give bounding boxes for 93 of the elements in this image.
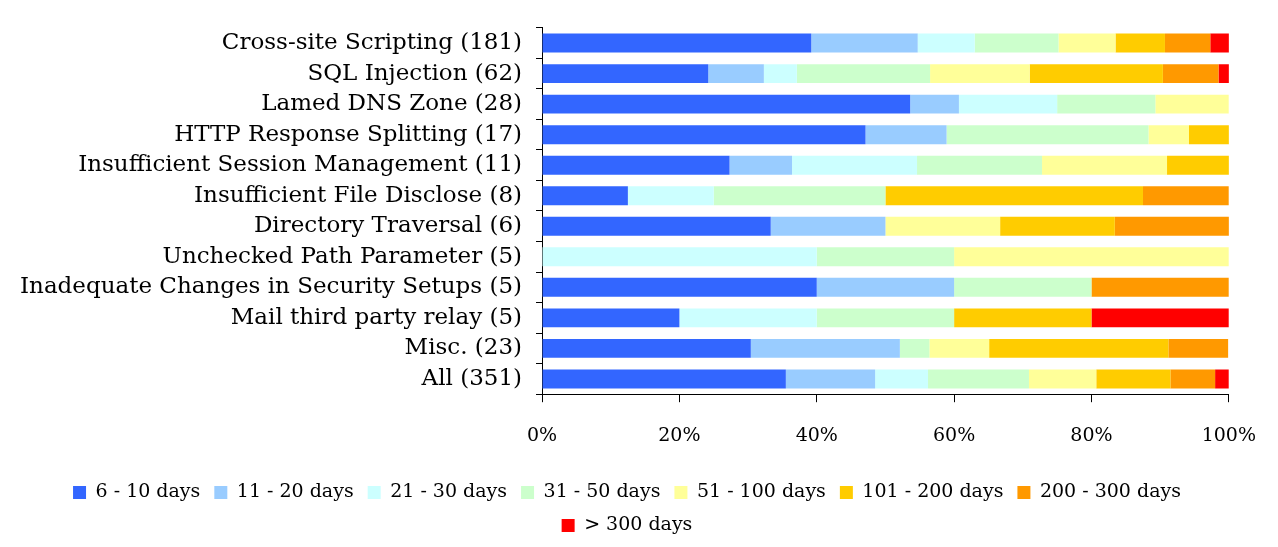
bar — [1029, 64, 1163, 84]
y-tick-label: Unchecked Path Parameter (5) — [162, 241, 523, 268]
bar — [1114, 216, 1229, 236]
bar — [792, 155, 918, 175]
bar — [750, 338, 900, 358]
bar — [811, 33, 918, 53]
legend-label: 101 - 200 days — [862, 479, 1004, 502]
bar — [875, 369, 929, 389]
bar — [763, 64, 797, 84]
bar — [928, 369, 1029, 389]
bar — [1000, 216, 1115, 236]
bar — [542, 155, 730, 175]
bar — [542, 247, 817, 267]
bar — [1057, 94, 1156, 114]
bar — [1042, 155, 1168, 175]
y-tick-label: Insufficient Session Management (11) — [78, 150, 523, 177]
bar — [1189, 125, 1229, 145]
y-tick-label: Directory Traversal (6) — [253, 211, 523, 238]
bar — [542, 64, 709, 84]
x-tick-label: 80% — [1070, 422, 1113, 445]
bar — [917, 155, 1043, 175]
y-tick-label: Insufficient File Disclose (8) — [194, 180, 523, 207]
bar — [1155, 94, 1229, 114]
bar — [885, 186, 1143, 206]
x-tick-label: 20% — [658, 422, 701, 445]
bar — [1028, 369, 1097, 389]
bar — [1096, 369, 1171, 389]
bar — [729, 155, 793, 175]
bar — [954, 308, 1092, 328]
bar — [1091, 277, 1229, 297]
bar — [974, 33, 1059, 53]
legend-label: > 300 days — [584, 512, 693, 535]
bar — [946, 125, 1149, 145]
legend-label: 21 - 30 days — [390, 479, 508, 502]
bar — [542, 216, 771, 236]
bar — [1115, 33, 1165, 53]
bar — [989, 338, 1169, 358]
bar — [816, 308, 955, 328]
bar — [785, 369, 876, 389]
bar — [930, 64, 1030, 84]
bar — [1170, 369, 1216, 389]
bar — [679, 308, 817, 328]
bar — [865, 125, 947, 145]
bar — [1164, 33, 1211, 53]
y-tick-label: Inadequate Changes in Security Setups (5) — [19, 272, 523, 299]
bar — [542, 125, 866, 145]
x-tick-label: 40% — [795, 422, 838, 445]
y-tick-label: Mail third party relay (5) — [230, 302, 523, 329]
bar — [770, 216, 886, 236]
bar — [917, 33, 975, 53]
y-tick-label: SQL Injection (62) — [307, 58, 523, 85]
legend-label: 200 - 300 days — [1039, 479, 1181, 502]
bar — [816, 247, 955, 267]
bar — [910, 94, 959, 114]
bar — [1148, 125, 1190, 145]
bar — [1167, 155, 1229, 175]
bar — [713, 186, 886, 206]
bar — [954, 247, 1229, 267]
bar — [542, 338, 751, 358]
bar — [542, 33, 812, 53]
bar — [708, 64, 764, 84]
bar — [929, 338, 990, 358]
legend-label: 11 - 20 days — [236, 479, 354, 502]
bar — [542, 308, 680, 328]
y-tick-label: Lamed DNS Zone (28) — [261, 89, 523, 116]
legend-label: 6 - 10 days — [95, 479, 201, 502]
bar — [958, 94, 1058, 114]
x-tick-label: 60% — [933, 422, 976, 445]
bar — [1210, 33, 1229, 53]
bar — [542, 94, 911, 114]
bar — [1091, 308, 1229, 328]
legend-label: 51 - 100 days — [696, 479, 826, 502]
y-tick-label: Cross-site Scripting (181) — [221, 28, 523, 55]
bar — [1215, 369, 1229, 389]
y-tick-label: Misc. (23) — [404, 333, 523, 360]
bar — [1058, 33, 1116, 53]
legend-label: 31 - 50 days — [543, 479, 661, 502]
y-tick-label: HTTP Response Splitting (17) — [174, 119, 523, 146]
bar — [627, 186, 714, 206]
bar — [899, 338, 930, 358]
bar — [796, 64, 931, 84]
bar — [542, 186, 628, 206]
x-tick-label: 0% — [526, 422, 558, 445]
bar — [542, 277, 817, 297]
bar — [954, 277, 1092, 297]
x-tick-label: 100% — [1201, 422, 1256, 445]
bar — [542, 369, 786, 389]
y-tick-label: All (351) — [420, 363, 523, 390]
bar — [1168, 338, 1229, 358]
bar — [1162, 64, 1219, 84]
bar — [816, 277, 955, 297]
bar — [1142, 186, 1229, 206]
bar — [885, 216, 1001, 236]
